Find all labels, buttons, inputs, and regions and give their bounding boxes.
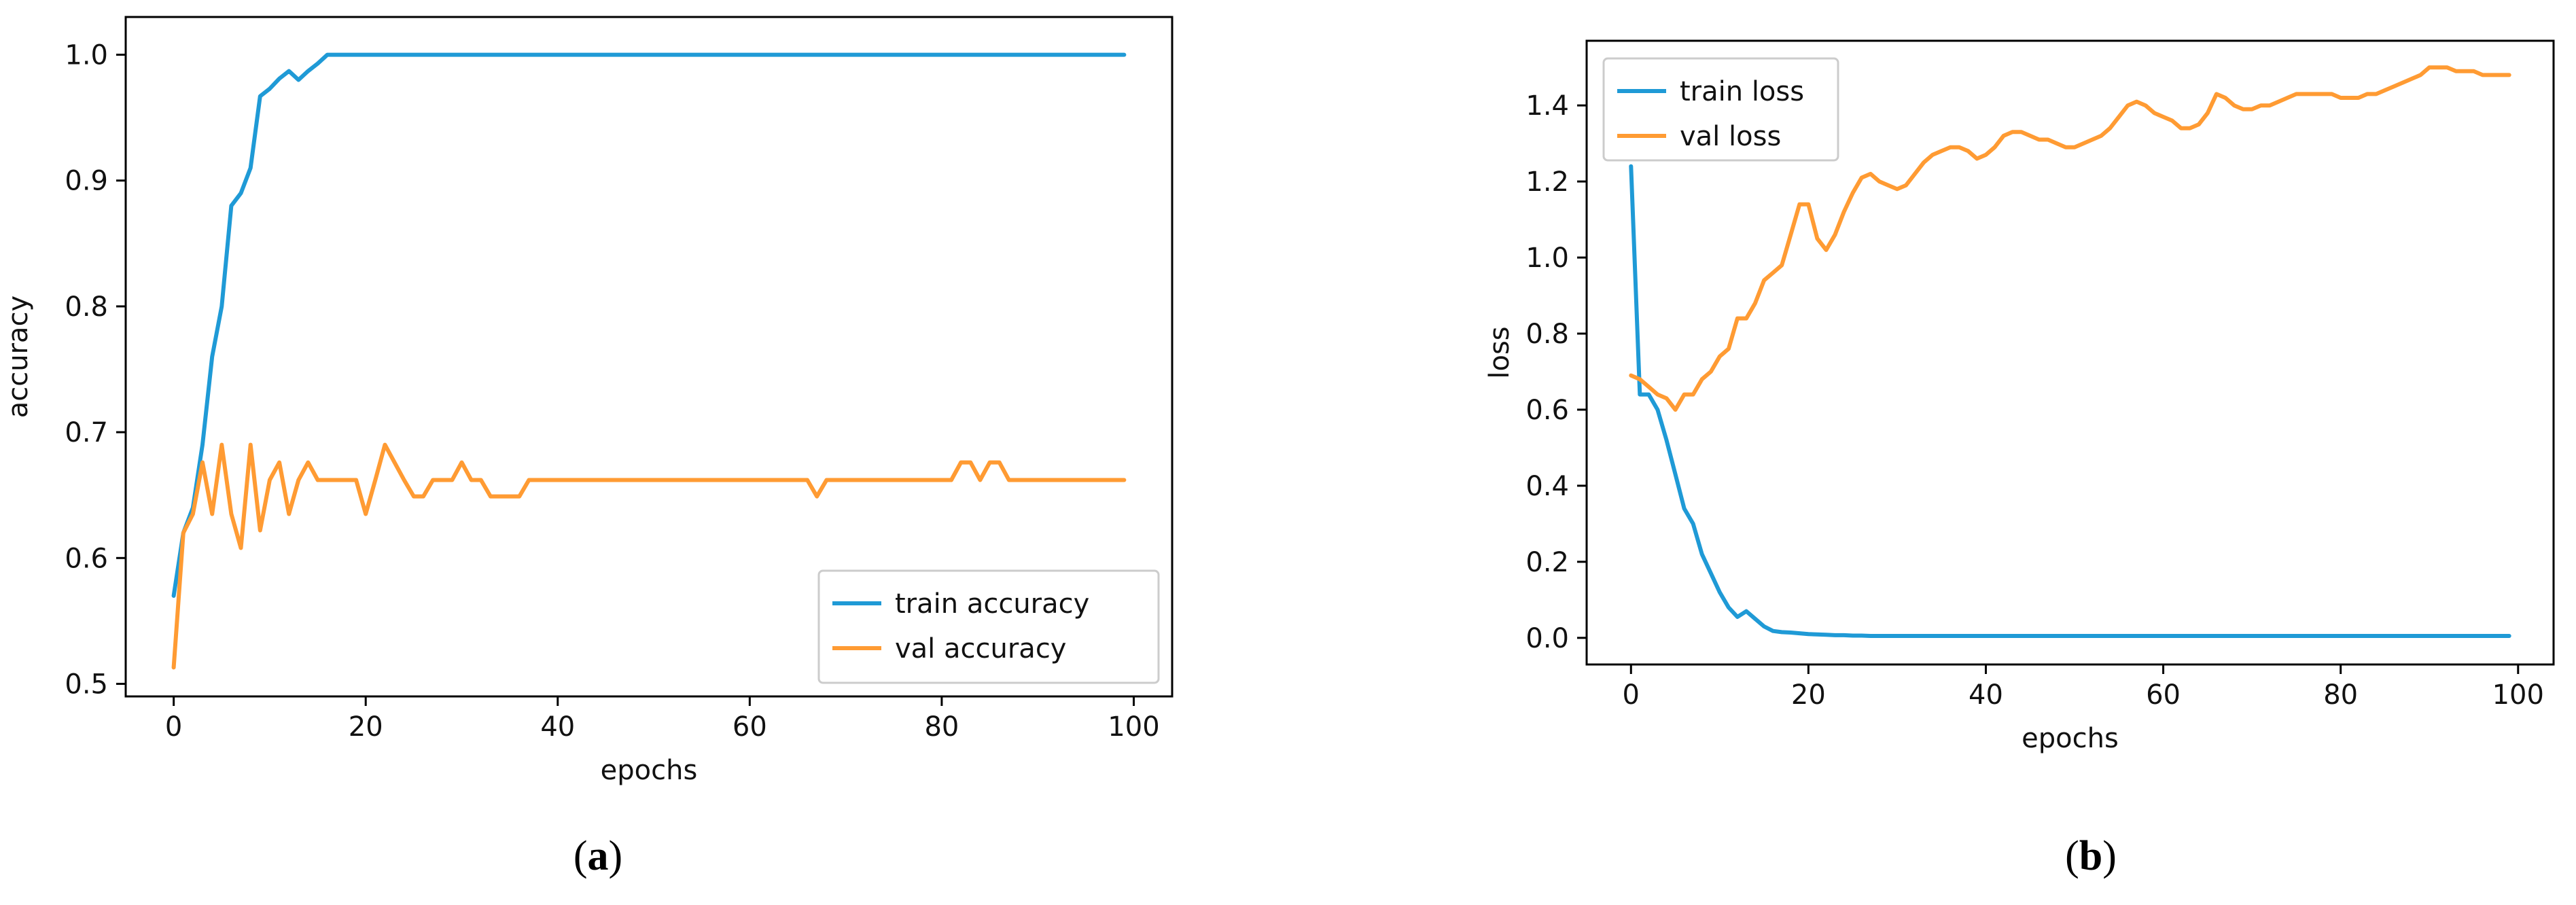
legend-box [817,569,1160,684]
x-tick-label: 100 [1108,711,1159,743]
y-tick-label: 1.4 [1525,90,1569,122]
x-tick-label: 60 [2146,679,2181,711]
x-tick-label: 60 [733,711,767,743]
y-tick-label: 0.6 [65,543,108,574]
legend: train loss val loss [1602,57,1839,162]
caption-letter: a [588,833,609,879]
y-tick-label: 0.0 [1525,623,1569,654]
caption-paren-close: ) [609,833,623,879]
plot-frame [124,16,1174,698]
series-line-val-loss [1629,65,2511,412]
x-tick-label: 100 [2492,679,2544,711]
y-tick-label: 0.5 [65,669,108,700]
legend-label: train accuracy [895,588,1089,620]
x-tick-label: 40 [540,711,575,743]
panel-caption: (b) [2065,833,2117,879]
plot-frame [1585,39,2555,666]
caption-paren-close: ) [2102,833,2117,879]
y-tick-label: 0.8 [1525,319,1569,350]
caption-letter: b [2079,833,2102,879]
x-tick-label: 0 [165,711,182,743]
x-axis-label: epochs [2022,723,2119,754]
y-tick-label: 0.2 [1525,547,1569,578]
y-axis-label: accuracy [3,296,34,418]
x-tick-label: 20 [349,711,383,743]
caption-paren-open: ( [2065,833,2079,879]
x-tick-label: 80 [2323,679,2358,711]
y-tick-label: 1.0 [1525,243,1569,274]
legend: train accuracy val accuracy [817,569,1160,684]
y-tick-label: 0.4 [1525,471,1569,502]
y-tick-label: 0.6 [1525,395,1569,426]
x-tick-label: 40 [1969,679,2003,711]
y-tick-label: 1.0 [65,40,108,71]
series-line-val-accuracy [171,442,1127,670]
x-axis-label: epochs [601,755,698,786]
series-line-train-loss [1629,164,2511,638]
y-tick-label: 0.7 [65,417,108,448]
caption-paren-open: ( [574,833,588,879]
panel-caption: (a) [574,833,622,879]
legend-label: val accuracy [895,633,1066,664]
panel-a-accuracy-chart: 0 20 40 60 80 100 0.5 0.6 0.7 0.8 0.9 1.0 epochs accu… [3,16,1174,879]
y-tick-label: 0.8 [65,291,108,323]
series-line-train-accuracy [171,52,1127,598]
x-tick-label: 20 [1791,679,1826,711]
legend-label: train loss [1680,76,1804,107]
x-tick-label: 0 [1623,679,1640,711]
y-tick-label: 1.2 [1525,166,1569,198]
x-tick-label: 80 [924,711,959,743]
y-tick-label: 0.9 [65,166,108,197]
y-axis-label: loss [1484,326,1515,378]
panel-b-loss-chart: 0 20 40 60 80 100 0.0 0.2 0.4 0.6 0.8 1.0 1.2 1.4 epoc… [1484,39,2555,879]
legend-label: val loss [1680,121,1781,152]
